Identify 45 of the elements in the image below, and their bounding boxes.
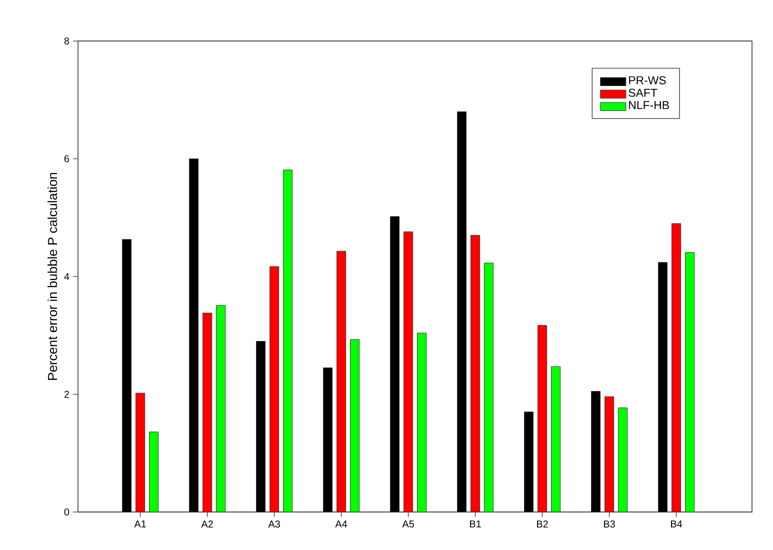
x-tick-label: B3 [604, 520, 615, 528]
y-tick-label: 8 [64, 37, 70, 45]
bar [538, 325, 548, 512]
y-axis-title: Percent error in bubble P calculation [48, 172, 58, 380]
bar [658, 262, 668, 512]
bar [189, 158, 199, 512]
bar [149, 432, 159, 512]
bar [323, 368, 333, 512]
bar [457, 111, 467, 512]
bar [350, 339, 360, 512]
bar [672, 223, 682, 512]
bar [470, 235, 480, 512]
x-tick-label: B1 [470, 520, 481, 528]
bar [484, 262, 494, 512]
bar [216, 305, 226, 512]
x-tick-label: B4 [671, 520, 682, 528]
y-tick-label: 4 [64, 273, 70, 280]
bar [604, 396, 614, 512]
bar [122, 239, 132, 512]
bar [256, 341, 266, 512]
y-tick-label: 2 [64, 390, 69, 398]
legend-label: NLF-HB [629, 101, 669, 110]
x-tick-label: A1 [134, 520, 146, 528]
bar [551, 366, 561, 512]
bar [404, 232, 414, 512]
bar [685, 252, 695, 512]
bar [618, 408, 628, 512]
x-tick-label: A4 [335, 520, 348, 528]
bar [524, 412, 534, 512]
legend-label: PR-WS [629, 76, 666, 84]
bar [270, 266, 280, 512]
x-tick-label: B2 [537, 520, 548, 528]
bar [390, 216, 400, 512]
bar [591, 391, 601, 512]
bar [336, 250, 346, 512]
y-tick-label: 0 [64, 508, 70, 516]
x-tick-label: A3 [268, 520, 280, 528]
x-tick-label: A2 [201, 520, 213, 528]
bar [136, 392, 146, 512]
legend-label: SAFT [628, 88, 658, 97]
bar [283, 170, 293, 512]
y-tick-label: 6 [64, 155, 70, 162]
x-tick-label: A5 [402, 520, 414, 528]
bar [202, 312, 212, 512]
bar [417, 332, 427, 512]
